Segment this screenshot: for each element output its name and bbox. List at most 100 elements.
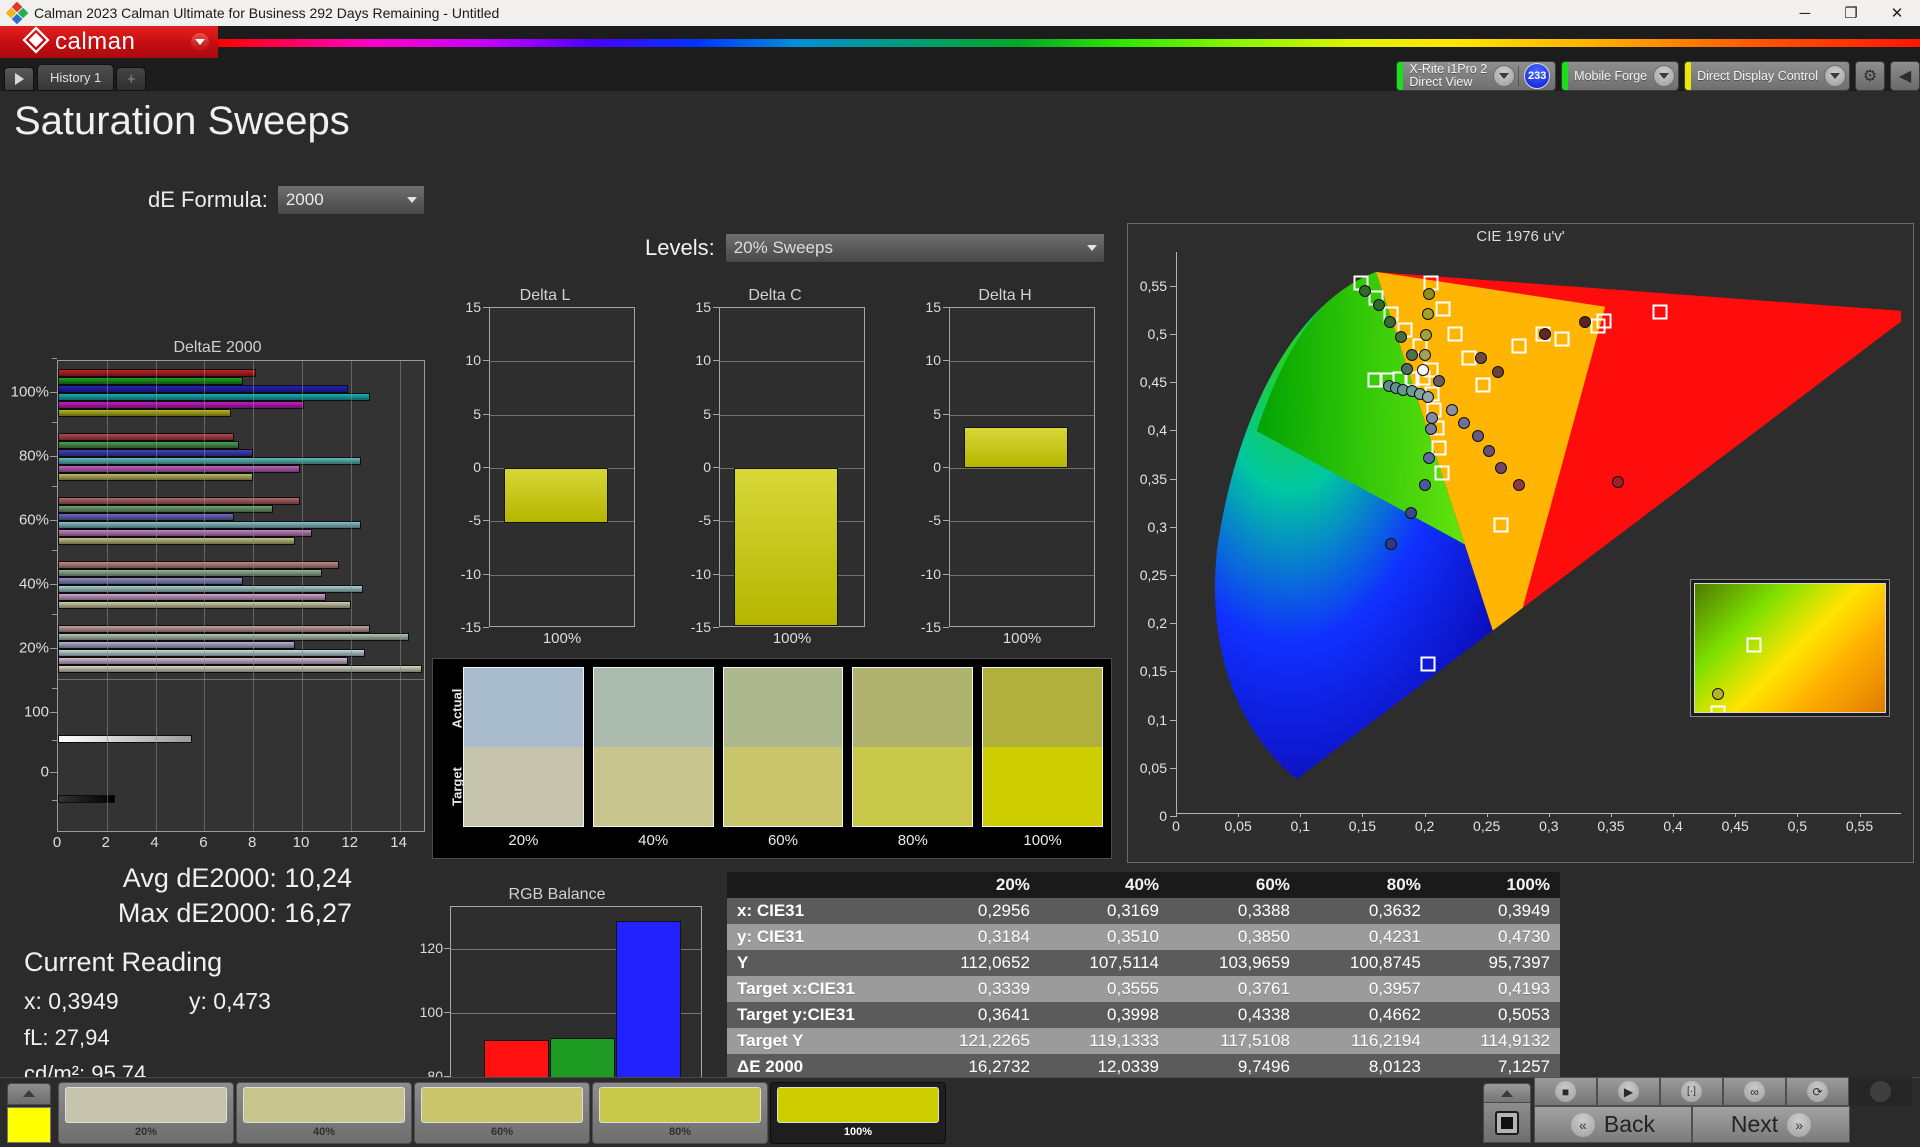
deltae-gridline [350, 361, 352, 831]
play-button[interactable]: ▶ [1597, 1077, 1660, 1106]
rgb-y-tick: 100 [419, 1003, 443, 1020]
calman-brand-button[interactable]: calman [0, 25, 218, 58]
cie-x-tick: 0,2 [1414, 818, 1435, 834]
patch-button-100pct[interactable]: 100% [770, 1081, 946, 1144]
source-selector-group[interactable]: Mobile Forge [1561, 61, 1680, 91]
cie-plot-area[interactable] [1176, 252, 1901, 814]
deltae-bars [58, 361, 424, 831]
collapse-panel-button[interactable]: ◀ [1890, 61, 1920, 91]
meter-selector[interactable]: X-Rite i1Pro 2 Direct View [1403, 62, 1518, 90]
next-label: Next [1730, 1111, 1779, 1137]
run-workflow-button[interactable] [4, 67, 34, 91]
de-formula-chevron-down-icon [406, 197, 417, 203]
cie-x-tick: 0,4 [1663, 818, 1683, 834]
delta-y-tick: 0 [473, 459, 481, 475]
delta-y-tick: 5 [473, 405, 481, 422]
cie-x-tick: 0 [1172, 818, 1180, 834]
range-button[interactable]: [·] [1660, 1077, 1723, 1106]
deltae-bar [58, 657, 349, 665]
cie-y-tick: 0,35 [1139, 470, 1167, 487]
table-cell: 0,3850 [1237, 927, 1290, 946]
meter-chevron-down-icon[interactable] [1493, 65, 1516, 87]
cie-measured-marker [1418, 479, 1431, 492]
maximize-button[interactable]: ❐ [1844, 5, 1858, 22]
deltae-bar-fill [58, 735, 193, 743]
display-chevron-down-icon[interactable] [1824, 65, 1846, 87]
refresh-button[interactable]: ⟳ [1786, 1077, 1849, 1106]
expand-controls-button[interactable] [1483, 1083, 1531, 1103]
cie-measured-marker [1512, 479, 1525, 492]
deltae-y-minor-tick [52, 358, 57, 359]
swatch-target [983, 747, 1102, 826]
deltae-x-tick: 2 [101, 834, 110, 851]
patch-button-20pct[interactable]: 20% [58, 1081, 234, 1144]
cie-measured-marker [1424, 423, 1437, 436]
display-control-group[interactable]: Direct Display Control [1684, 61, 1850, 91]
de-formula-select[interactable]: 2000 [276, 185, 425, 215]
deltae-bar [58, 641, 295, 649]
deltae-y-minor-tick [52, 614, 57, 615]
cie-y-axis: 0 0,05 0,1 0,15 0,2 0,25 0,3 0,35 0,4 0,45 0,5 0,55 [1128, 252, 1176, 824]
deltae-bar [58, 521, 361, 529]
expand-patch-tray-button[interactable] [7, 1082, 51, 1105]
settings-button[interactable]: ⚙ [1855, 61, 1885, 91]
deltae-bar [58, 465, 300, 473]
table-row: y: CIE31 0,3184 0,3510 0,3850 0,4231 0,4730 [727, 924, 1560, 950]
table-cell: 100,8745 [1349, 953, 1421, 972]
cie-yellow-region [1376, 271, 1606, 670]
deltae-bar [58, 505, 273, 513]
next-button[interactable]: Next » [1692, 1106, 1850, 1143]
cie-zoom-inset[interactable] [1690, 579, 1890, 717]
table-cell: 0,3949 [1498, 901, 1550, 920]
source-selector[interactable]: Mobile Forge [1568, 62, 1678, 90]
delta-y-tick: 15 [695, 299, 711, 315]
brand-menu-chevron-down-icon[interactable] [191, 33, 209, 51]
deltae-y-minor-tick [52, 740, 57, 741]
source-chevron-down-icon[interactable] [1653, 65, 1676, 87]
stop-button[interactable]: ■ [1534, 1077, 1597, 1106]
patch-button-swatch [421, 1086, 583, 1123]
add-history-tab-button[interactable]: + [116, 67, 147, 91]
cie-measured-marker [1395, 331, 1407, 344]
cie-y-tick: 0,05 [1139, 759, 1167, 776]
patch-button-swatch [65, 1086, 227, 1123]
delta-h-chart-panel: Delta H -15 -10 -5 0 5 10 15 100% [915, 287, 1095, 647]
delta-l-x-label: 100% [542, 630, 582, 647]
table-row-header: Y [737, 953, 749, 972]
current-reading-header: Current Reading [24, 947, 223, 977]
cie-target-marker [1461, 350, 1477, 366]
deltae-bar [58, 393, 371, 401]
table-cell: 0,4193 [1498, 979, 1550, 998]
cie-chart-panel: CIE 1976 u'v' 0 0,05 0,1 0,15 0,2 0,25 0,3 0,35… [1127, 223, 1914, 863]
back-button[interactable]: « Back [1534, 1106, 1692, 1143]
deltae-bar-fill [58, 457, 361, 465]
patch-button-60pct[interactable]: 60% [414, 1081, 590, 1144]
levels-select[interactable]: 20% Sweeps [724, 233, 1105, 263]
deltae-bar-fill [58, 561, 339, 569]
calman-wordmark: calman [55, 28, 136, 55]
cie-target-marker [1554, 331, 1570, 347]
swatch-actual [593, 668, 713, 747]
deltae-x-axis: 0 2 4 6 8 10 12 14 [53, 832, 425, 856]
delta-l-plot-area [489, 307, 635, 627]
swatch-target [853, 747, 973, 826]
delta-y-tickmark [483, 520, 489, 522]
minimize-button[interactable]: ─ [1799, 4, 1811, 22]
cie-measured-marker [1475, 352, 1488, 365]
patch-button-80pct[interactable]: 80% [592, 1081, 768, 1144]
delta-y-tickmark [713, 360, 719, 362]
patch-button-40pct[interactable]: 40% [236, 1081, 412, 1144]
deltae-plot-area [57, 360, 425, 832]
close-button[interactable]: ✕ [1890, 5, 1904, 22]
pattern-window-button[interactable] [1483, 1103, 1531, 1143]
display-control-selector[interactable]: Direct Display Control [1691, 62, 1849, 90]
meter-selector-group[interactable]: X-Rite i1Pro 2 Direct View 233 [1396, 61, 1557, 91]
delta-y-tick: 10 [465, 352, 481, 369]
table-row: ΔE 2000 16,2732 12,0339 9,7496 8,0123 7,1257 [727, 1054, 1560, 1080]
rgb-balance-title: RGB Balance [508, 886, 606, 903]
deltae-gridline [204, 361, 206, 831]
continuous-button[interactable]: ∞ [1723, 1077, 1786, 1106]
delta-y-tick: 5 [703, 405, 711, 422]
table-cell: 0,4231 [1368, 927, 1421, 946]
tab-history-1[interactable]: History 1 [37, 64, 115, 91]
